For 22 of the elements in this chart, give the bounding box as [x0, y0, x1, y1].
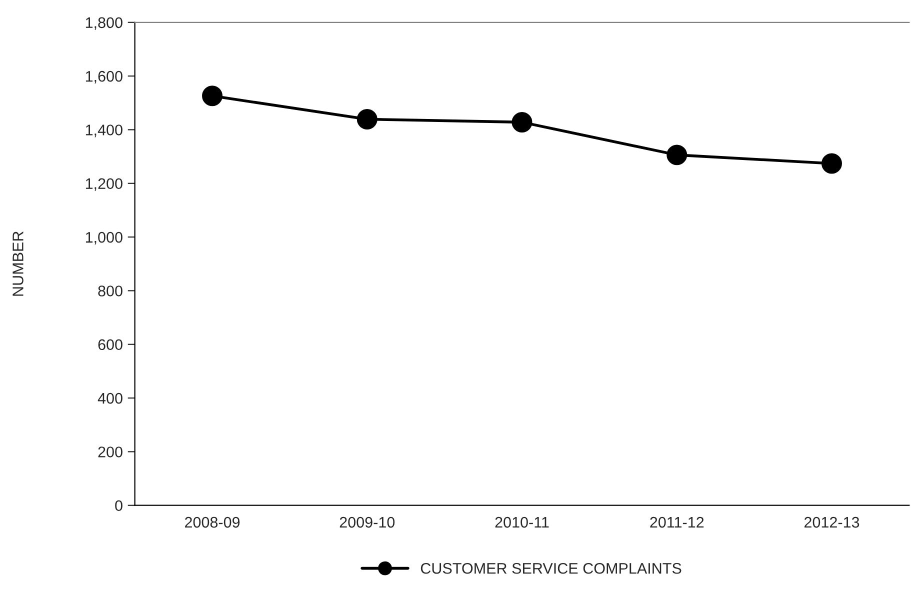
- point: [822, 153, 842, 174]
- y-tick-label: 200: [98, 446, 122, 458]
- point: [512, 112, 532, 132]
- y-axis-title: NUMBER: [12, 231, 24, 296]
- y-tick-label: 1,800: [86, 17, 122, 30]
- y-tick-label: 1,400: [86, 124, 122, 138]
- x-tick-label: 2012-13: [804, 516, 860, 528]
- x-tick-label: 2010-11: [495, 516, 549, 528]
- point: [356, 109, 378, 130]
- y-tick-label: 1,200: [86, 178, 122, 191]
- y-tick-label: 800: [98, 286, 122, 296]
- legend-label: CUSTOMER SERVICE COMPLAINTS: [420, 562, 682, 574]
- y-tick-label: 1,000: [86, 232, 122, 245]
- point: [202, 86, 223, 106]
- y-tick-label: 400: [98, 392, 122, 404]
- x-tick-label: 2009-10: [340, 516, 395, 528]
- point: [666, 144, 688, 166]
- y-tick-label: 600: [98, 339, 122, 350]
- x-tick-label: 2008-09: [185, 516, 240, 528]
- y-tick-label: 0: [115, 500, 122, 512]
- x-tick-label: 2011-12: [650, 516, 704, 528]
- y-tick-label: 1,600: [86, 70, 122, 84]
